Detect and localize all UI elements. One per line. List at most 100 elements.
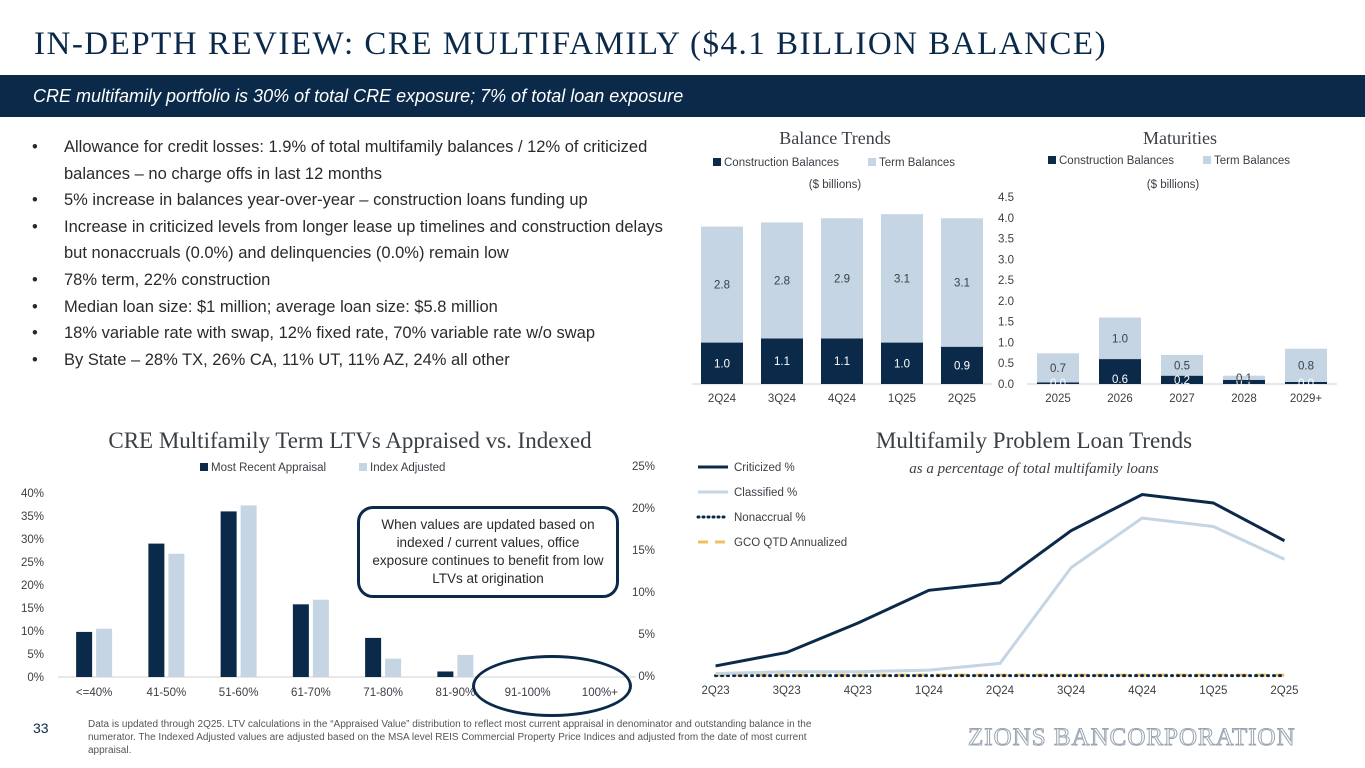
- bar-term: [821, 218, 863, 339]
- y-tick-label: 10%: [632, 587, 655, 599]
- y-tick-label: 3.0: [998, 254, 1014, 266]
- x-tick-label: 2029+: [1290, 393, 1323, 405]
- bar-term: [1285, 348, 1327, 382]
- bar-index: [168, 553, 185, 677]
- legend-construction: Construction Balances: [1059, 155, 1174, 167]
- data-label-construction: 1.1: [834, 356, 850, 368]
- data-label-term: 3.1: [894, 273, 910, 285]
- bar-index: [96, 628, 113, 677]
- x-tick-label: 2026: [1107, 393, 1133, 405]
- unit-label: ($ billions): [1147, 179, 1200, 191]
- y-tick-label: 0%: [638, 671, 655, 683]
- chart-title: Multifamily Problem Loan Trends: [876, 428, 1192, 453]
- data-label-term: 1.0: [1112, 333, 1128, 345]
- unit-label: ($ billions): [809, 179, 862, 191]
- legend-construction: Construction Balances: [724, 157, 839, 169]
- x-tick-label: 2Q23: [701, 685, 729, 697]
- x-tick-label: 3Q24: [1057, 685, 1086, 697]
- data-label-construction: 0.2: [1174, 375, 1190, 387]
- legend-criticized: Criticized %: [734, 462, 795, 474]
- bar-index: [240, 505, 257, 677]
- y-tick-label: 0%: [27, 672, 44, 684]
- legend-term-swatch: [1203, 156, 1211, 164]
- data-label-construction: 1.1: [774, 356, 790, 368]
- legend-construction-swatch: [713, 158, 721, 166]
- bar-construction: [941, 346, 983, 384]
- data-label-term: 0.5: [1174, 360, 1190, 372]
- bar-index: [457, 654, 474, 677]
- x-tick-label: 2Q24: [708, 393, 737, 405]
- y-tick-label: 5%: [638, 629, 655, 641]
- bar-construction: [1223, 379, 1265, 384]
- bar-construction: [821, 338, 863, 384]
- footnote: Data is updated through 2Q25. LTV calcul…: [88, 719, 812, 756]
- x-tick-label: 3Q24: [768, 393, 797, 405]
- x-tick-label: 41-50%: [147, 687, 187, 699]
- bar-construction: [1037, 382, 1079, 384]
- data-label-construction: 0.6: [1112, 374, 1128, 386]
- legend-term: Term Balances: [879, 157, 955, 169]
- x-tick-label: 4Q23: [844, 685, 872, 697]
- highlight-ellipse: [472, 655, 632, 717]
- problem-loan-chart: Multifamily Problem Loan Trends as a perc…: [632, 420, 1335, 705]
- company-logo: ZIONS BANCORPORATION: [968, 724, 1296, 752]
- bar-appraisal: [437, 671, 454, 677]
- data-label-term: 2.8: [774, 275, 790, 287]
- legend-construction-swatch: [1048, 156, 1056, 164]
- y-tick-label: 1.0: [998, 337, 1014, 349]
- problem-loan-svg: Multifamily Problem Loan Trends as a perc…: [632, 428, 1299, 697]
- data-label-term: 0.1: [1236, 373, 1252, 385]
- y-tick-label: 25%: [632, 461, 655, 473]
- y-tick-label: 0.5: [998, 358, 1014, 370]
- y-tick-label: 40%: [21, 488, 44, 500]
- page-title: IN-DEPTH REVIEW: CRE MULTIFAMILY ($4.1 B…: [34, 26, 1108, 62]
- bar-term: [1037, 353, 1079, 383]
- x-tick-label: 2Q24: [986, 685, 1015, 697]
- legend-gco: GCO QTD Annualized: [734, 537, 847, 549]
- y-tick-label: 3.5: [998, 234, 1014, 246]
- bar-construction: [1099, 359, 1141, 384]
- bar-index: [385, 658, 402, 677]
- y-tick-label: 15%: [632, 545, 655, 557]
- bar-term: [1099, 317, 1141, 360]
- data-label-term: 0.7: [1050, 363, 1066, 375]
- bullet-item: By State – 28% TX, 26% CA, 11% UT, 11% A…: [30, 347, 690, 374]
- y-tick-label: 20%: [21, 580, 44, 592]
- x-tick-label: 2027: [1169, 393, 1195, 405]
- x-tick-label: 2025: [1045, 393, 1071, 405]
- data-label-construction: 0.9: [954, 360, 970, 372]
- data-label-construction: 1.0: [714, 358, 730, 370]
- maturities-chart: Maturities Construction Balances Term Bala…: [998, 120, 1345, 415]
- bullet-item: 18% variable rate with swap, 12% fixed r…: [30, 320, 690, 347]
- bullet-item: 5% increase in balances year-over-year –…: [30, 187, 690, 214]
- bullet-item: 78% term, 22% construction: [30, 267, 690, 294]
- bar-term: [761, 222, 803, 339]
- bullet-item: Median loan size: $1 million; average lo…: [30, 294, 690, 321]
- data-label-term: 2.8: [714, 280, 730, 292]
- chart-subtitle: as a percentage of total multifamily loa…: [909, 461, 1159, 477]
- chart-title: Balance Trends: [779, 128, 891, 148]
- subtitle-banner: CRE multifamily portfolio is 30% of tota…: [0, 75, 1365, 117]
- line-classified: [715, 516, 1286, 675]
- data-label-construction: 0.0: [1050, 378, 1066, 390]
- x-tick-label: 1Q25: [888, 393, 916, 405]
- bar-appraisal: [76, 631, 93, 677]
- bar-term: [881, 214, 923, 343]
- y-tick-label: 30%: [21, 534, 44, 546]
- x-tick-label: 2Q25: [1270, 685, 1298, 697]
- key-points-list: Allowance for credit losses: 1.9% of tot…: [30, 134, 690, 373]
- y-tick-label: 35%: [21, 511, 44, 523]
- data-label-term: 3.1: [954, 278, 970, 290]
- y-tick-label: 1.5: [998, 317, 1014, 329]
- y-tick-label: 4.0: [998, 213, 1014, 225]
- x-tick-label: 71-80%: [363, 687, 403, 699]
- page-number: 33: [33, 720, 49, 736]
- bar-appraisal: [365, 637, 382, 677]
- legend-index-swatch: [359, 463, 367, 471]
- data-label-term: 0.8: [1298, 360, 1314, 372]
- x-tick-label: 1Q24: [915, 685, 944, 697]
- y-tick-label: 15%: [21, 603, 44, 615]
- x-tick-label: 1Q25: [1199, 685, 1227, 697]
- y-tick-label: 2.0: [998, 296, 1014, 308]
- x-tick-label: 3Q23: [773, 685, 801, 697]
